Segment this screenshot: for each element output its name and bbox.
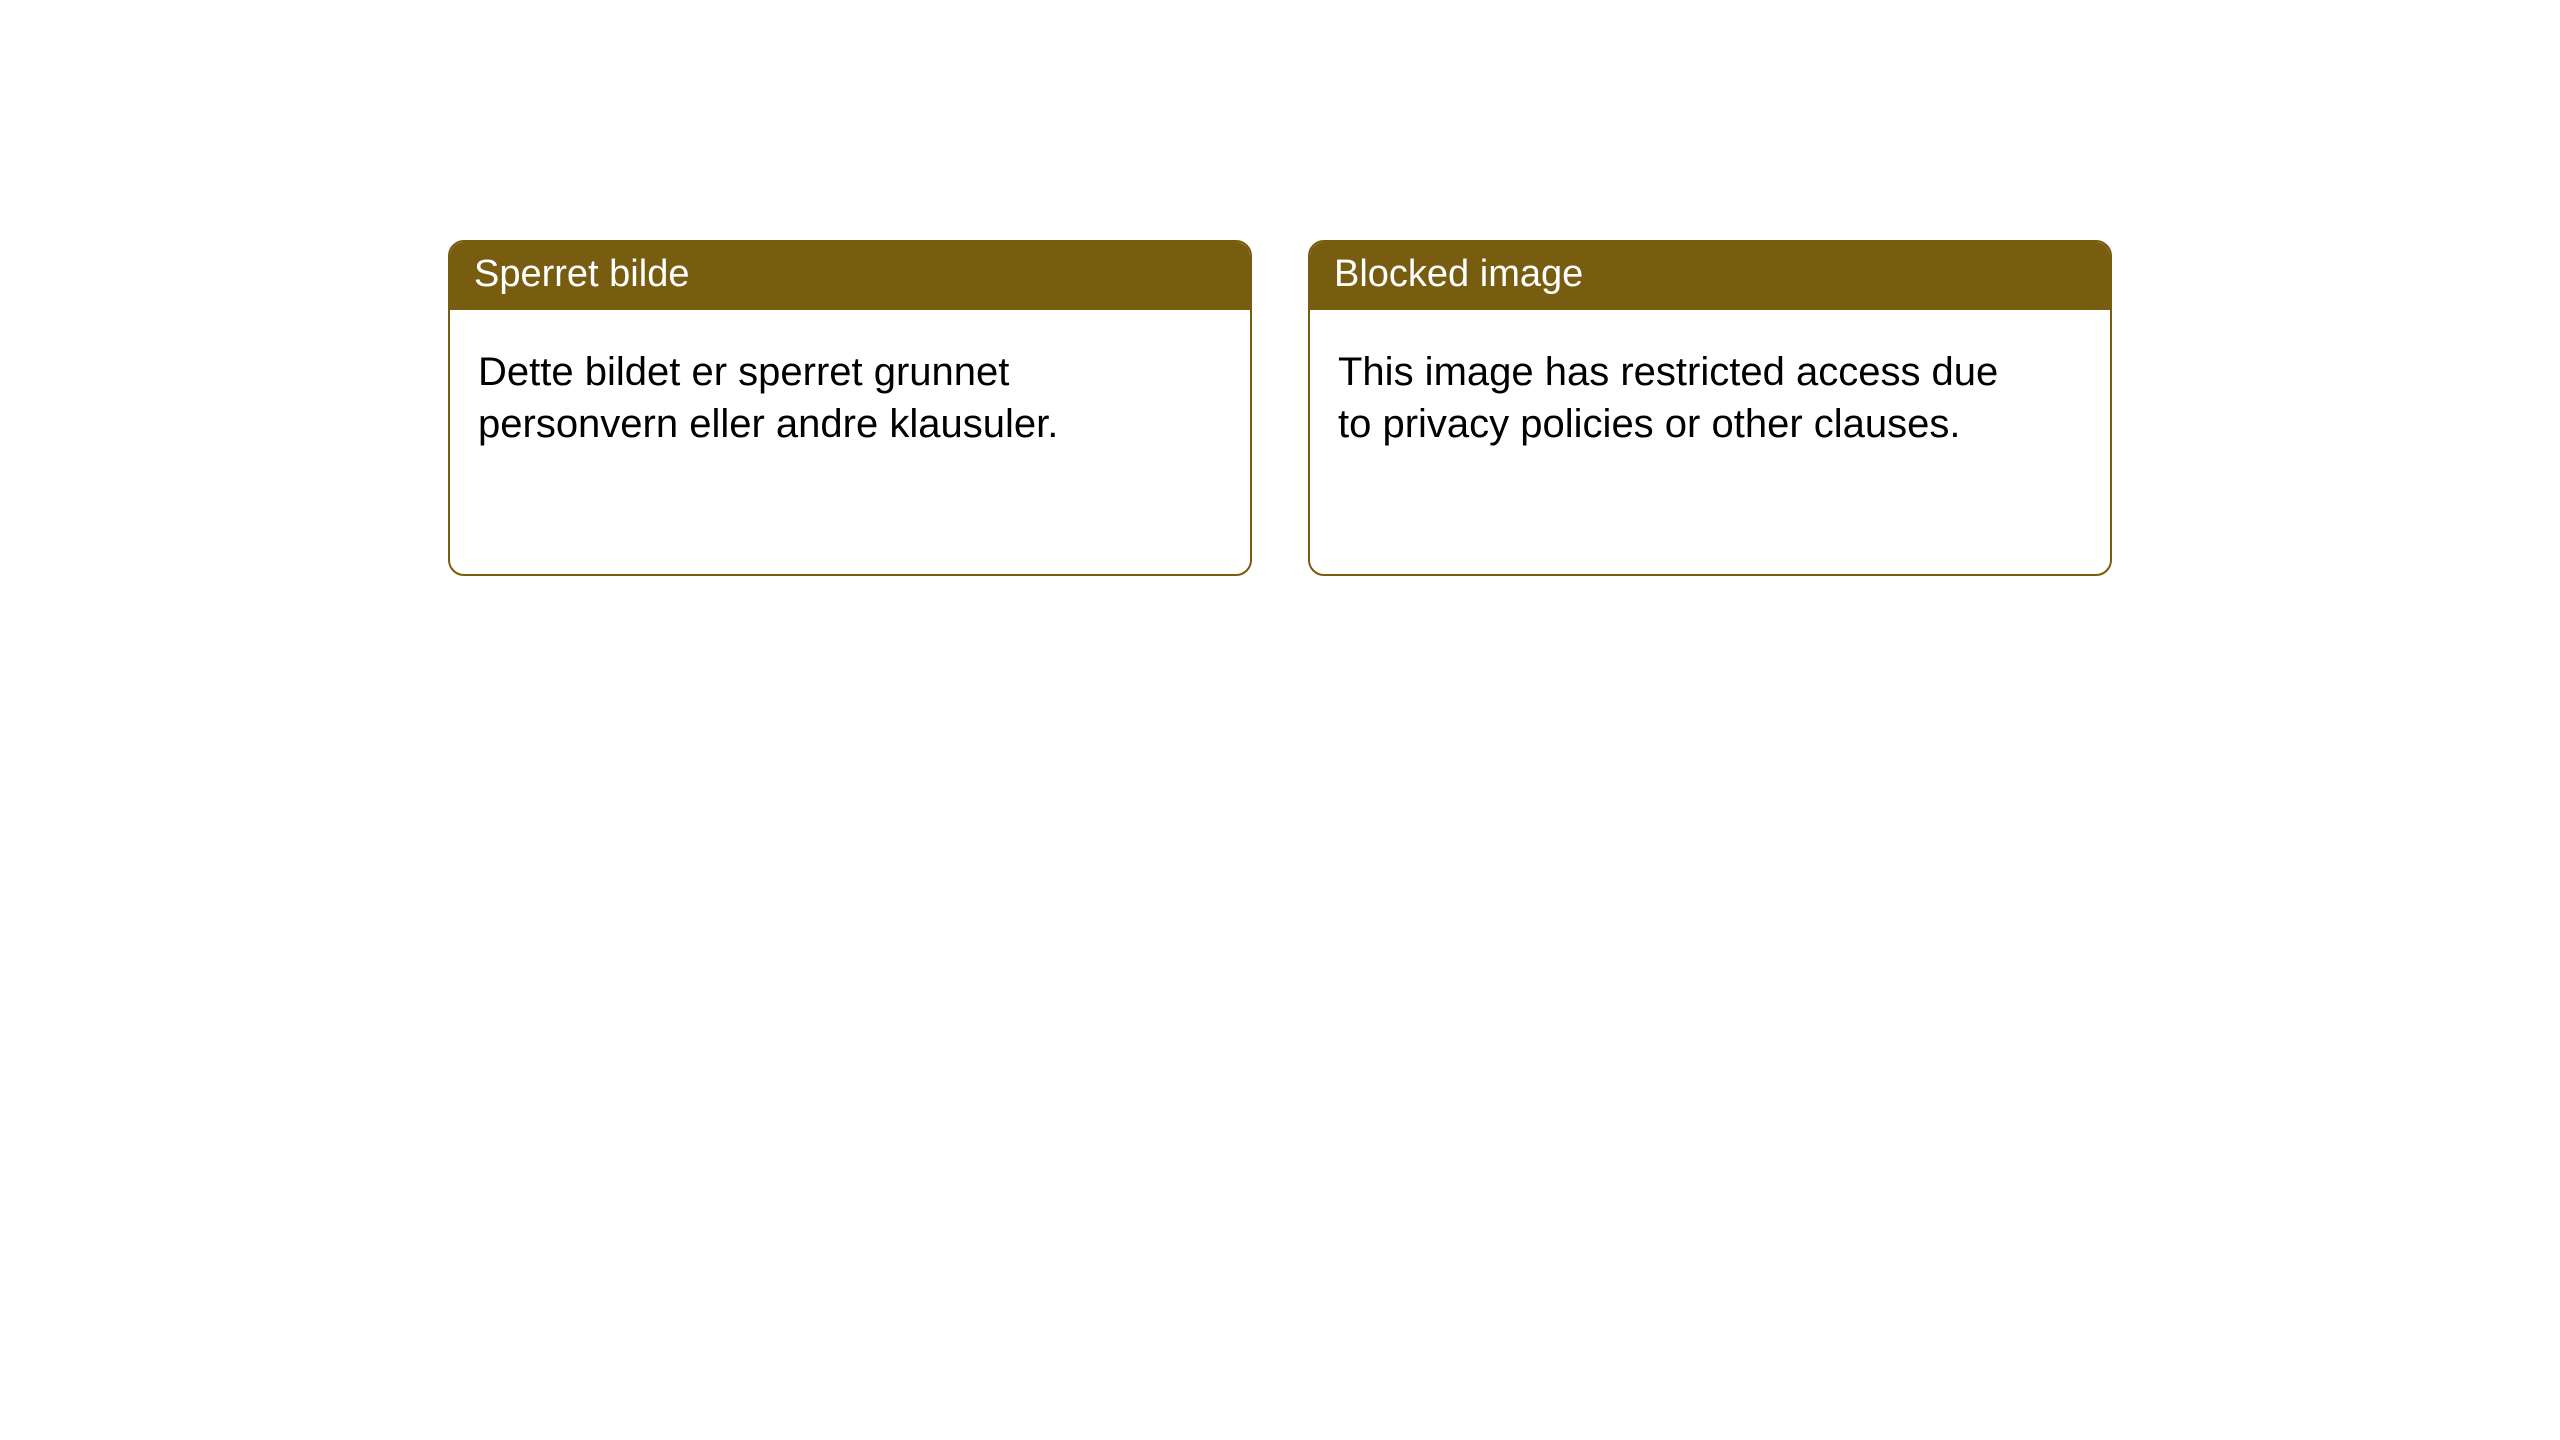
message-container: Sperret bilde Dette bildet er sperret gr… [0, 0, 2560, 576]
box-body-text: Dette bildet er sperret grunnet personve… [478, 350, 1058, 446]
box-body: This image has restricted access due to … [1310, 310, 2030, 486]
blocked-image-box-english: Blocked image This image has restricted … [1308, 240, 2112, 576]
box-header: Blocked image [1310, 242, 2110, 310]
blocked-image-box-norwegian: Sperret bilde Dette bildet er sperret gr… [448, 240, 1252, 576]
box-body-text: This image has restricted access due to … [1338, 350, 1998, 446]
box-header: Sperret bilde [450, 242, 1250, 310]
box-body: Dette bildet er sperret grunnet personve… [450, 310, 1170, 486]
box-title: Blocked image [1334, 253, 1583, 295]
box-title: Sperret bilde [474, 253, 689, 295]
